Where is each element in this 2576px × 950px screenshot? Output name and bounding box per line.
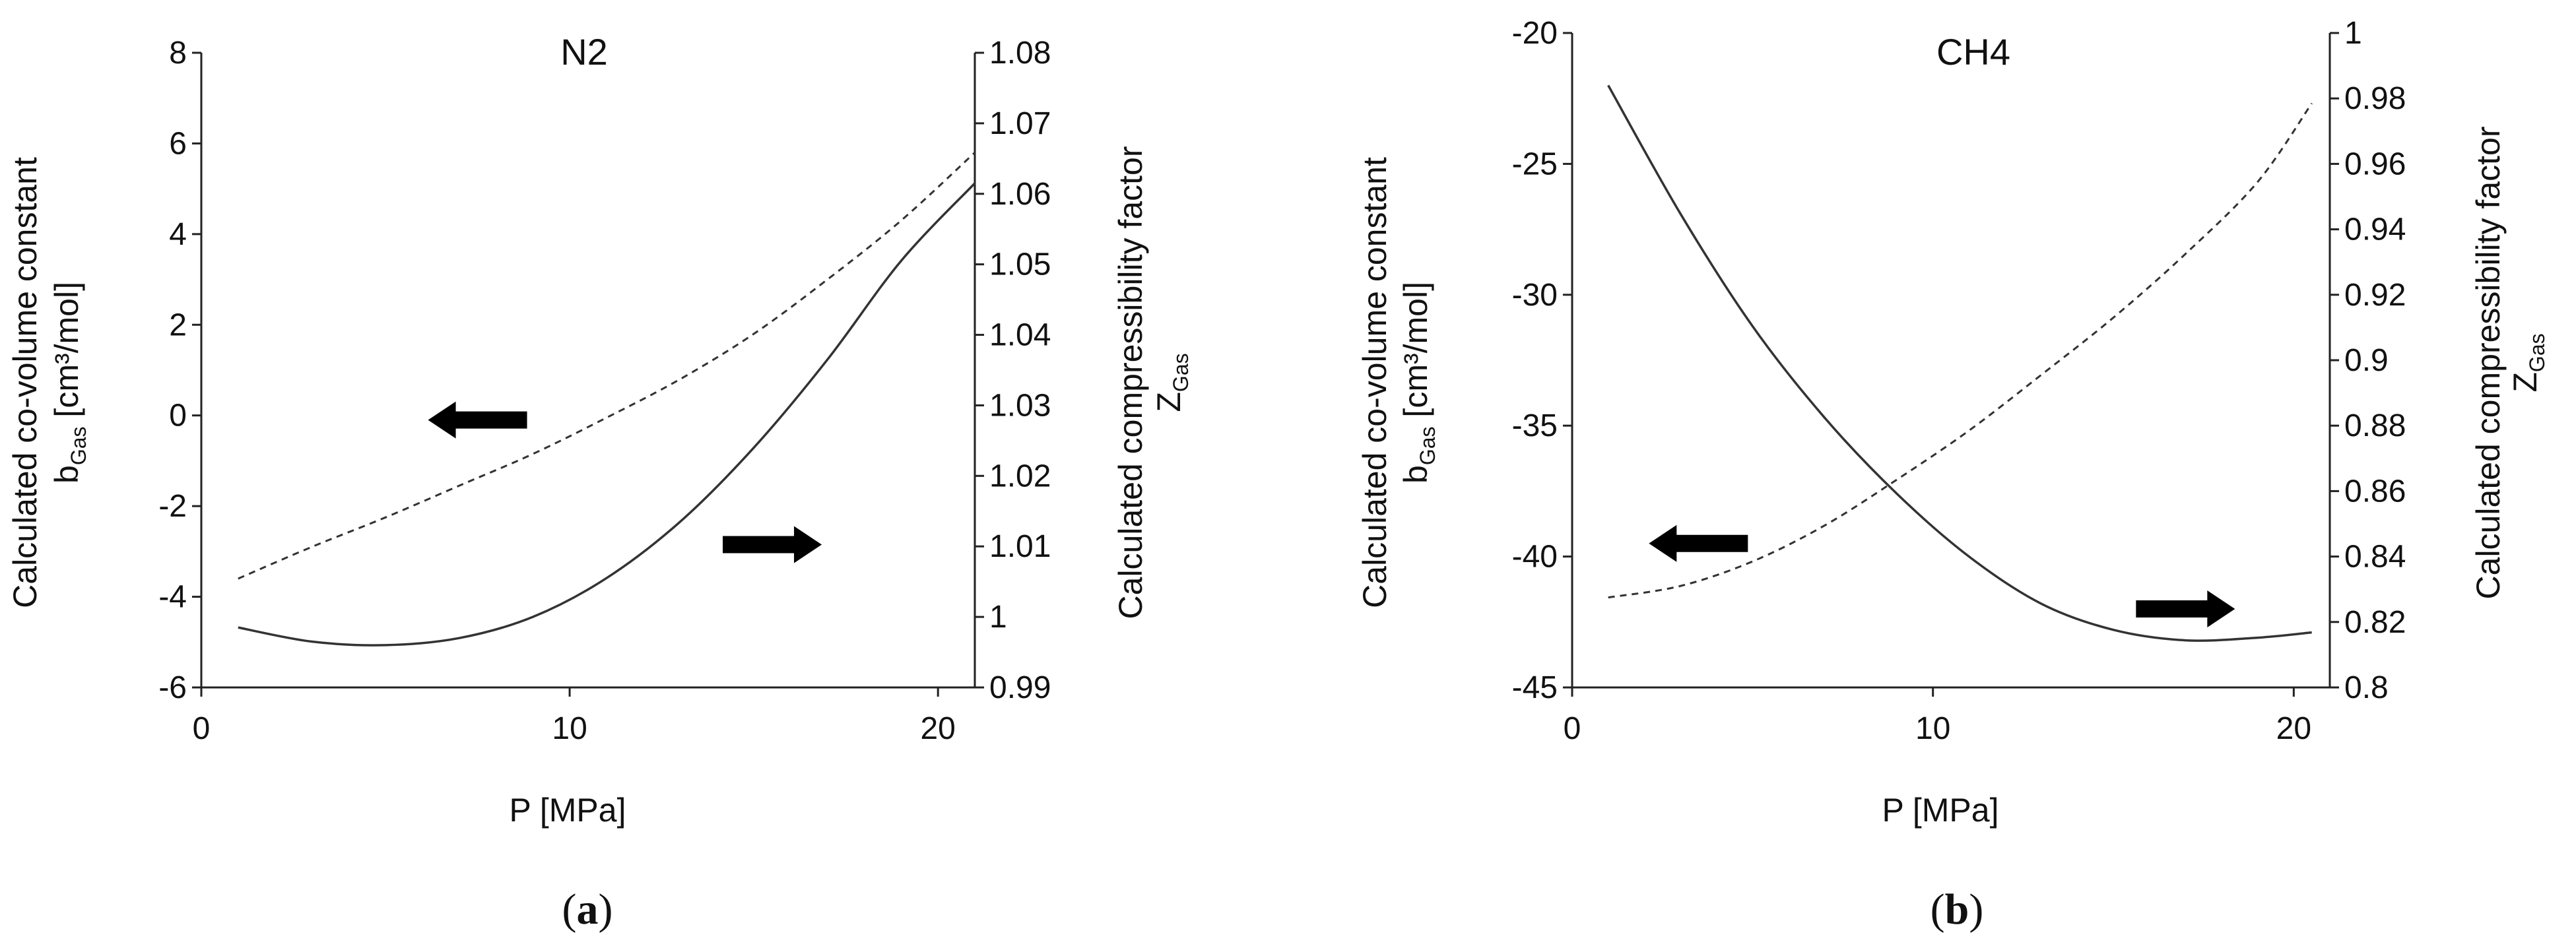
x-axis-label: P [MPa]: [1882, 792, 1999, 829]
x-tick-label: 10: [1915, 711, 1950, 746]
annotation-group: [1649, 524, 2235, 627]
y-right-tick-label: 0.86: [2344, 474, 2406, 509]
y-axis-left-label-2: bGas [cm³/mol]: [48, 282, 90, 484]
y-axis-left-label: Calculated co-volume constant: [1356, 157, 1393, 608]
y-right-tick-label: 1.03: [989, 388, 1051, 423]
y-right-tick-label: 0.92: [2344, 278, 2406, 313]
chart-title: CH4: [1936, 31, 2010, 73]
y-right-tick-label: 1.06: [989, 177, 1051, 212]
y-right-tick-label: 1.02: [989, 459, 1051, 493]
arrow-right-icon: [2136, 590, 2235, 627]
z-symbol: Z: [2507, 372, 2544, 393]
panel-letter: b: [1945, 885, 1969, 934]
arrow-right-icon: [723, 526, 822, 563]
x-axis-label: P [MPa]: [510, 792, 626, 829]
chart-panel-b: CH4 P [MPa] Calculated co-volume constan…: [1356, 16, 2549, 934]
b-subscript: Gas: [67, 426, 90, 465]
y-axis-right-label: Calculated compressibility factor: [2470, 127, 2507, 600]
y-right-tick-label: 1: [989, 600, 1007, 635]
annotation-group: [428, 401, 822, 563]
y-left-tick-label: -4: [158, 580, 187, 615]
series-line-dashed: [1608, 102, 2313, 599]
y-left-tick-label: 0: [169, 398, 187, 433]
series-line-solid: [1607, 84, 2312, 642]
y-right-tick-label: 1: [2344, 16, 2362, 51]
y-left-tick-label: 6: [169, 126, 187, 161]
y-right-tick-label: 1.05: [989, 247, 1051, 282]
y-left-tick-label: 2: [169, 307, 187, 342]
y-right-tick-label: 0.94: [2344, 212, 2406, 247]
panel-caption: (a): [562, 885, 613, 934]
y-left-tick-label: -25: [1512, 146, 1558, 181]
x-tick-label: 0: [1564, 711, 1581, 746]
tick-group: 0 10 20 -6 -4 -2 0 2 4 6 8 0.99 1 1.01 1.02 1.03 1.04 1.0…: [158, 36, 1051, 746]
series-group: [238, 152, 976, 647]
y-axis-right-label: Calculated compressibility factor: [1112, 146, 1149, 619]
tick-group: 0 10 20 -45 -40 -35 -30 -25 -20 0.8 0.82 0.84 0.86 0.…: [1512, 16, 2406, 746]
series-line-dashed: [238, 152, 976, 580]
chart-panel-a: N2 P [MPa] Calculated co-volume constant…: [7, 31, 1193, 934]
y-right-tick-label: 1.07: [989, 106, 1051, 141]
y-axis-left-label-2: bGas [cm³/mol]: [1397, 282, 1439, 484]
panel-letter: a: [577, 885, 599, 934]
y-left-tick-label: 8: [169, 36, 187, 71]
z-subscript: Gas: [1169, 353, 1193, 392]
b-symbol: b: [1397, 465, 1434, 484]
b-unit: [cm³/mol]: [48, 282, 85, 426]
y-left-tick-label: -30: [1512, 278, 1558, 313]
arrow-left-icon: [1649, 524, 1748, 562]
y-left-tick-label: -45: [1512, 670, 1558, 705]
b-unit: [cm³/mol]: [1397, 282, 1434, 426]
chart-title: N2: [560, 31, 608, 73]
y-right-tick-label: 0.84: [2344, 540, 2406, 575]
arrow-left-icon: [428, 401, 527, 439]
y-right-tick-label: 1.04: [989, 318, 1051, 353]
y-left-tick-label: -2: [158, 489, 187, 524]
b-symbol: b: [48, 465, 85, 484]
y-left-tick-label: -35: [1512, 408, 1558, 443]
z-subscript: Gas: [2525, 333, 2549, 372]
y-axis-left-label: Calculated co-volume constant: [7, 157, 44, 608]
y-left-tick-label: -40: [1512, 540, 1558, 575]
y-left-tick-label: 4: [169, 217, 187, 252]
y-right-tick-label: 0.8: [2344, 670, 2389, 705]
y-right-tick-label: 0.99: [989, 670, 1051, 705]
y-left-tick-label: -6: [158, 670, 187, 705]
y-right-tick-label: 0.82: [2344, 605, 2406, 640]
panel-caption: (b): [1931, 885, 1984, 934]
y-axis-right-label-2: ZGas: [2507, 333, 2549, 392]
y-right-tick-label: 1.08: [989, 36, 1051, 71]
y-right-tick-label: 0.9: [2344, 343, 2389, 378]
series-group: [1607, 84, 2313, 642]
b-subscript: Gas: [1416, 426, 1439, 465]
z-symbol: Z: [1150, 392, 1187, 412]
y-right-tick-label: 1.01: [989, 529, 1051, 564]
series-line-solid: [238, 182, 976, 647]
y-right-tick-label: 0.88: [2344, 408, 2406, 443]
y-right-tick-label: 0.98: [2344, 81, 2406, 116]
x-tick-label: 20: [2276, 711, 2311, 746]
y-left-tick-label: -20: [1512, 16, 1558, 51]
x-tick-label: 20: [920, 711, 955, 746]
x-tick-label: 10: [552, 711, 587, 746]
y-right-tick-label: 0.96: [2344, 146, 2406, 181]
x-tick-label: 0: [193, 711, 211, 746]
y-axis-right-label-2: ZGas: [1150, 353, 1193, 412]
